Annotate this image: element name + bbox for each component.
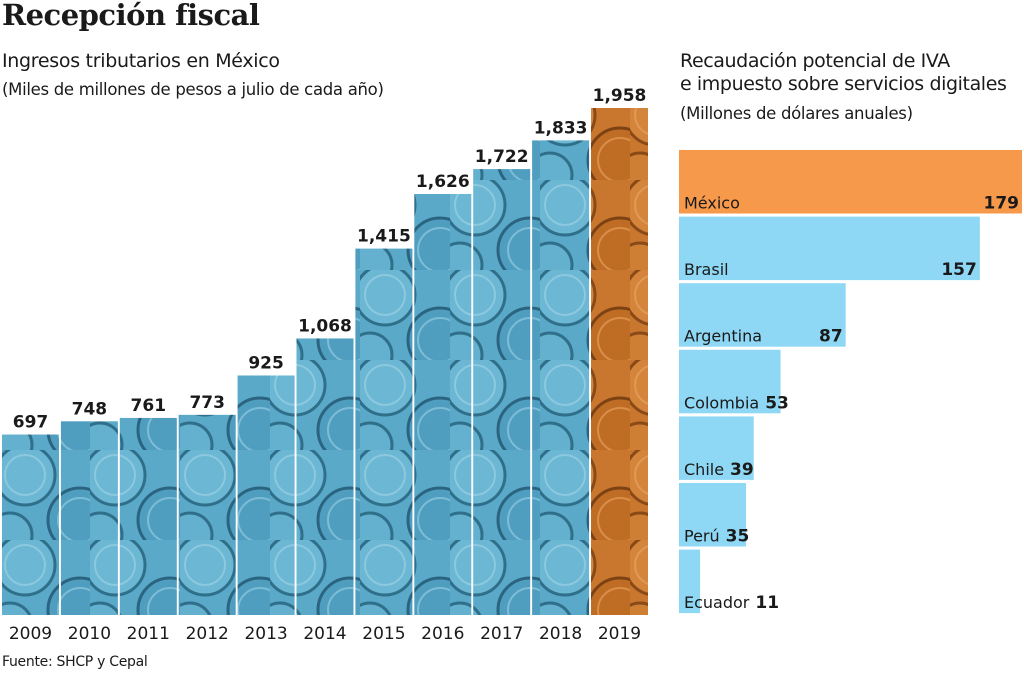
value-label-2009: 697 [13,413,49,433]
year-label-2014: 2014 [303,624,346,644]
hbar-méxico [679,150,1022,214]
year-label-2015: 2015 [362,624,405,644]
country-label-ecuador: Ecuador [684,593,750,612]
country-value-méxico: 179 [984,194,1020,214]
year-label-2011: 2011 [127,624,170,644]
source-note: Fuente: SHCP y Cepal [2,654,148,670]
value-label-2013: 925 [248,353,284,373]
country-label-chile: Chile [684,460,724,479]
year-label-2017: 2017 [480,624,523,644]
bar-2013 [237,375,295,615]
country-value-brasil: 157 [941,260,977,280]
bar-2016 [414,193,472,615]
country-label-méxico: México [684,194,740,213]
vat-potential-bar-chart: México 179 Brasil 157 Argentina 87 Colombia 53 C… [679,150,1022,614]
value-label-2011: 761 [131,396,167,416]
hbar-ecuador [679,549,701,614]
right-chart-title-line2: e impuesto sobre servicios digitales [680,73,1007,95]
hbar-brasil [679,216,980,281]
hbar-chile [679,416,754,480]
country-label-perú: Perú [684,527,720,546]
year-label-2013: 2013 [244,624,287,644]
year-label-2018: 2018 [539,624,582,644]
value-label-2014: 1,068 [298,316,352,336]
bar-2019 [591,108,648,615]
hbar-perú [679,483,747,547]
country-value-perú: 35 [726,527,750,547]
bar-2010 [60,421,118,615]
country-value-argentina: 87 [819,327,843,347]
left-chart-unit: (Miles de millones de pesos a julio de c… [2,80,384,99]
bar-2014 [296,338,354,615]
value-label-2015: 1,415 [357,227,411,247]
bar-2009 [2,434,59,615]
value-label-2018: 1,833 [534,118,588,138]
year-label-2010: 2010 [68,624,111,644]
right-chart-title-line1: Recaudación potencial de IVA [680,50,950,72]
bar-2011 [119,417,177,615]
page-title: Recepción fiscal [2,0,260,32]
country-label-colombia: Colombia [684,393,759,412]
right-chart-title: Recaudación potencial de IVA e impuesto … [680,50,1007,96]
value-label-2019: 1,958 [593,86,647,106]
bar-2017 [473,169,531,615]
hbar-colombia [679,349,781,414]
country-label-brasil: Brasil [684,260,729,279]
country-value-ecuador: 11 [755,593,779,613]
country-value-chile: 39 [730,460,754,480]
revenue-bar-chart: 697 2009 748 2010 761 2011 773 2012 925 2013 1,068… [2,86,648,644]
value-label-2016: 1,626 [416,172,470,192]
hbar-argentina [679,283,846,347]
year-label-2009: 2009 [9,624,52,644]
left-chart-subtitle: Ingresos tributarios en México [2,50,280,72]
country-label-argentina: Argentina [684,327,762,346]
year-label-2016: 2016 [421,624,464,644]
bar-2012 [178,414,236,615]
year-label-2019: 2019 [598,624,641,644]
year-label-2012: 2012 [186,624,229,644]
bar-2018 [532,140,590,615]
value-label-2010: 748 [72,399,108,419]
country-value-colombia: 53 [765,393,789,413]
right-chart-unit: (Millones de dólares anuales) [680,104,913,123]
value-label-2012: 773 [189,393,225,413]
bar-2015 [355,248,413,616]
value-label-2017: 1,722 [475,147,529,167]
